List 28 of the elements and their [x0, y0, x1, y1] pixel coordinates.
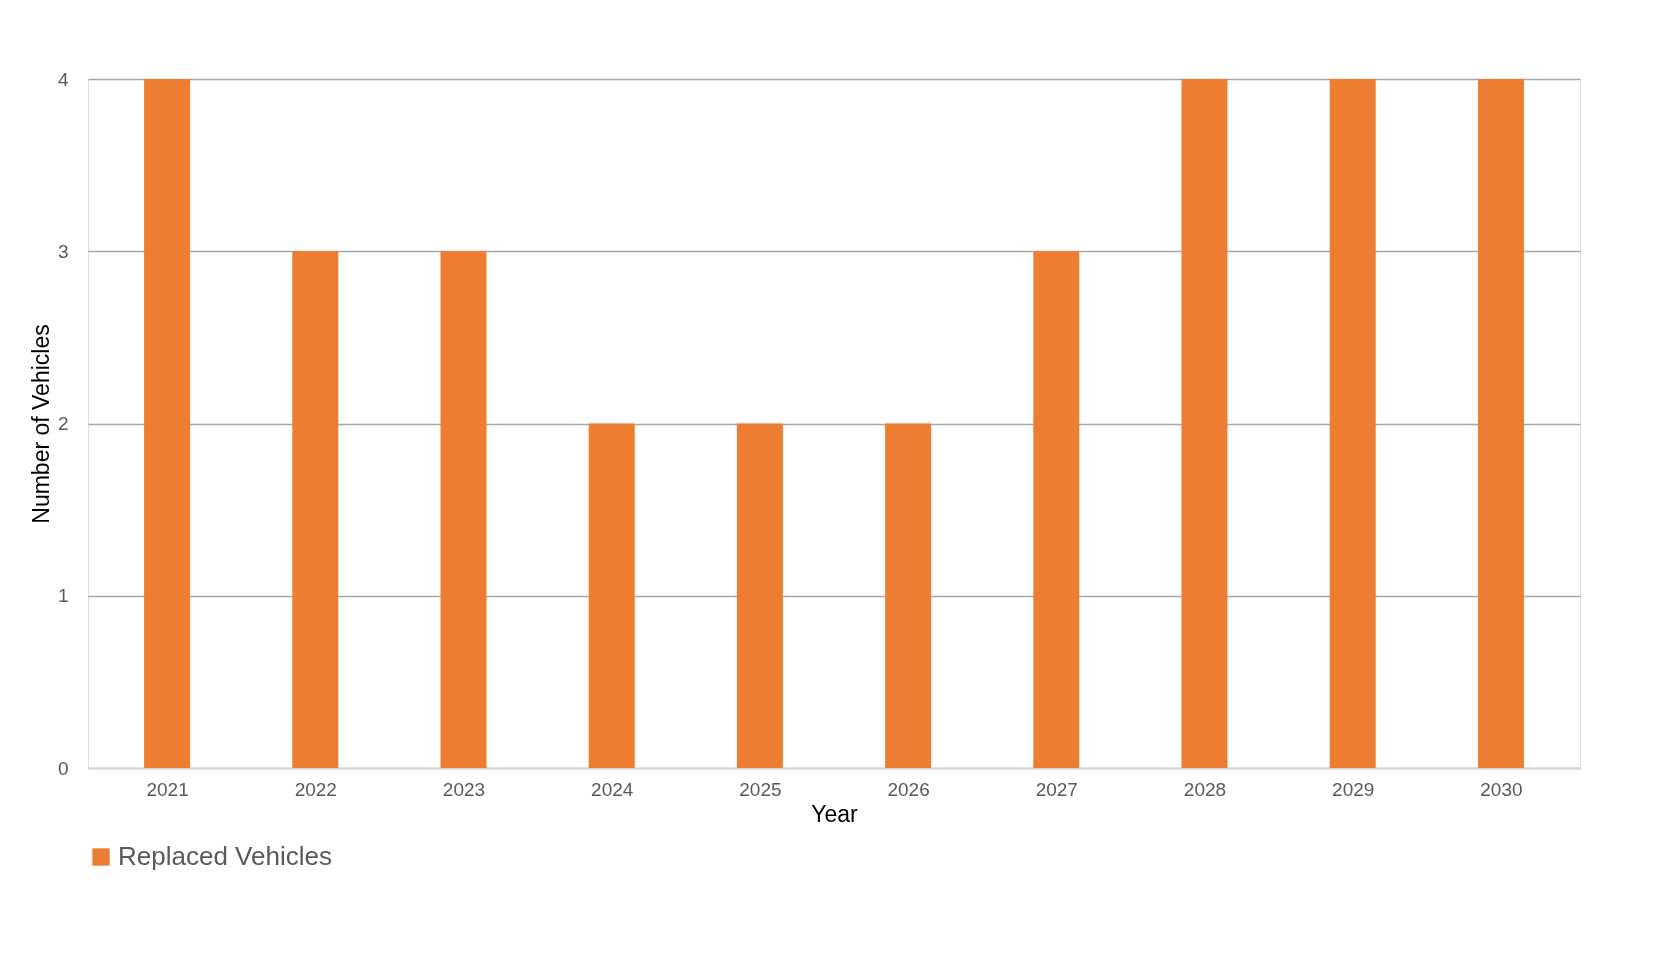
x-tick-label: 2022: [294, 778, 337, 800]
bar: [292, 251, 339, 768]
bar: [885, 423, 932, 768]
x-tick-label: 2023: [442, 778, 486, 800]
y-tick-label: 0: [57, 757, 69, 779]
bar: [588, 423, 635, 768]
x-axis-title: Year: [811, 800, 859, 827]
bar: [440, 251, 487, 768]
x-tick-label: 2030: [1480, 778, 1523, 800]
bar: [1477, 79, 1524, 768]
y-tick-label: 2: [57, 413, 69, 434]
x-tick-label: 2029: [1332, 778, 1375, 800]
y-tick-label: 4: [57, 68, 69, 90]
bar: [1329, 79, 1376, 768]
x-tick-label: 2021: [146, 778, 189, 800]
x-tick-label: 2025: [739, 778, 782, 800]
y-axis-title: Number of Vehicles: [27, 324, 54, 524]
bar: [144, 79, 191, 768]
y-tick-label: 1: [57, 585, 69, 607]
bar: [736, 423, 783, 768]
bar: [1181, 79, 1228, 768]
y-tick-label: 3: [57, 240, 69, 262]
x-tick-label: 2024: [591, 778, 634, 800]
x-tick-label: 2026: [887, 778, 930, 800]
legend-label: Replaced Vehicles: [118, 841, 332, 871]
x-tick-label: 2028: [1183, 778, 1227, 800]
bar: [1033, 251, 1080, 768]
x-tick-label: 2027: [1035, 778, 1078, 800]
